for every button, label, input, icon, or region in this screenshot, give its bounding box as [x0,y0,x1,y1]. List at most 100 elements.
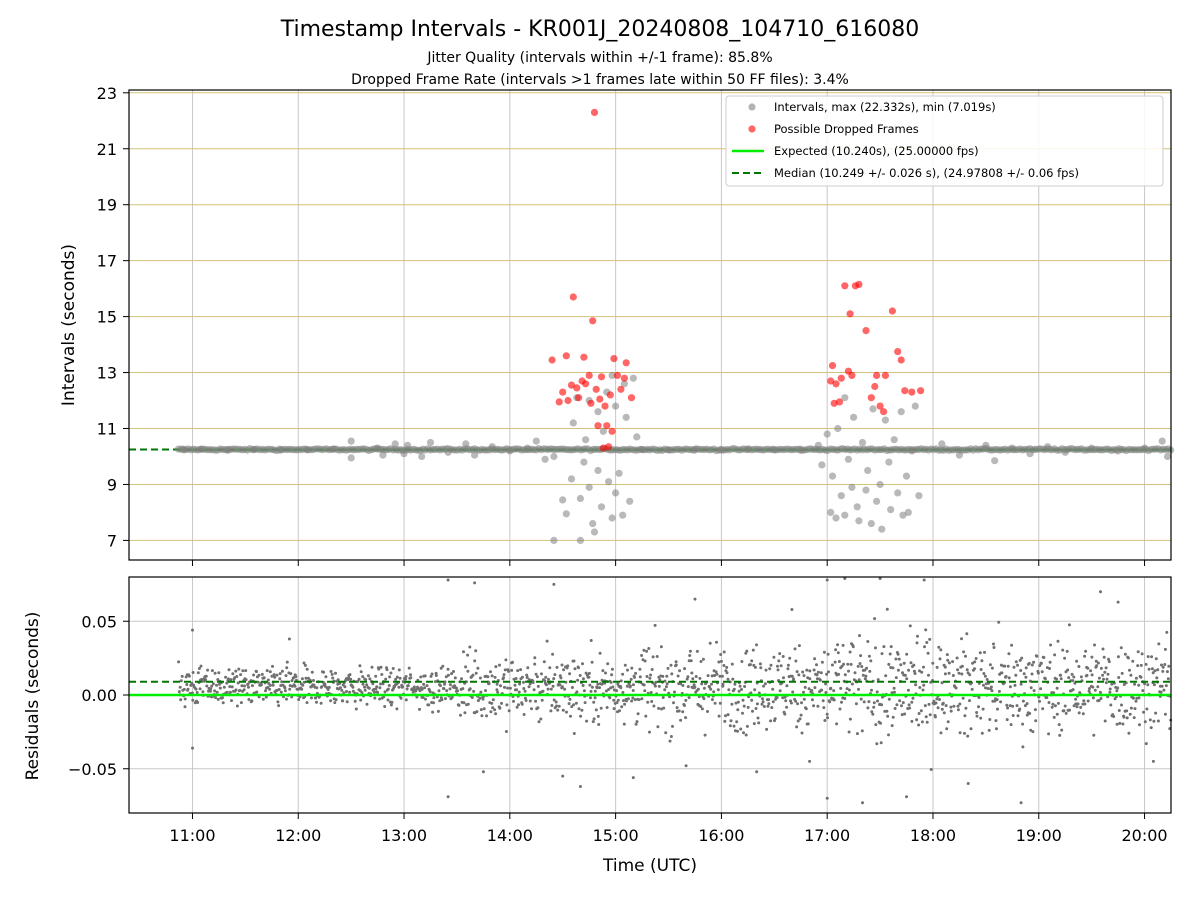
x-tick-label: 14:00 [487,826,533,845]
residual-point [713,674,717,677]
legend: Intervals, max (22.332s), min (7.019s) P… [725,95,1164,187]
residual-point [278,677,282,681]
residual-point [548,666,552,670]
residual-point [561,774,565,778]
residual-point [694,675,698,678]
x-tick-label: 11:00 [169,826,215,845]
residual-point [812,668,816,672]
residual-point [920,720,924,724]
residual-point [928,713,932,717]
residual-point [766,704,770,708]
interval-point [569,419,577,427]
dropped-frame-point [862,327,870,335]
residual-point [879,721,882,725]
residual-point [836,651,840,655]
residual-point [411,690,415,694]
residual-point [250,699,254,703]
residual-point [247,685,250,689]
residual-point [201,690,205,694]
residual-point [910,700,914,704]
residual-point [587,671,591,675]
residual-point [572,703,576,707]
residual-point [368,677,372,681]
residual-point [753,688,757,692]
residual-point [726,677,730,681]
residual-point [913,672,917,675]
residual-point [1151,759,1155,763]
residual-point [935,697,939,701]
residual-point [268,670,272,674]
residual-point [890,691,894,695]
residual-point [1085,673,1089,677]
interval-point [841,394,849,402]
residual-point [285,697,288,701]
residual-point [902,661,906,665]
dropped-frame-point [575,394,583,402]
interval-point [444,448,452,456]
residual-point [394,677,398,681]
residual-point [430,672,434,676]
interval-point [864,466,872,475]
interval-point [915,492,923,500]
residual-point [945,653,949,657]
dropped-frame-point [569,293,577,301]
residual-point [670,672,674,676]
residual-point [618,709,621,713]
residual-point [1078,691,1082,695]
residual-point [433,680,437,684]
residual-point [892,690,896,694]
residual-point [1122,715,1126,719]
residual-point [797,644,801,648]
residual-point [226,677,230,681]
residual-point [664,685,668,689]
residual-point [876,699,879,703]
residual-point [234,669,238,673]
interval-point [629,374,637,382]
residual-point [395,675,399,679]
residual-point [808,759,812,763]
residual-point [955,656,959,660]
residual-point [777,659,781,663]
interval-point [400,450,408,458]
residual-point [982,672,986,675]
residual-point [474,671,478,675]
residual-point [498,706,502,710]
residual-point [794,699,798,703]
residual-point [177,660,181,664]
residual-point [404,677,408,681]
residual-point [528,682,532,686]
dropped-frame-point [596,395,604,403]
residual-point [237,667,241,671]
residual-point [466,653,470,657]
residual-point [997,620,1001,624]
x-tick-label: 18:00 [910,826,956,845]
residual-point [630,666,634,670]
dropped-frame-point [917,387,925,395]
dropped-frame-point [894,348,902,356]
residual-point [546,687,550,691]
residual-point [669,663,673,667]
residual-point [515,688,519,692]
residual-point [741,711,744,715]
residual-point [854,702,858,706]
intervals-y-tick-label: 7 [107,531,117,550]
residual-point [376,691,380,694]
residual-point [717,714,721,718]
residual-point [1071,679,1075,683]
residual-point [278,672,282,676]
dropped-frame-point [888,307,897,315]
residual-point [1105,677,1109,681]
residual-point [662,706,666,710]
residual-point [535,675,539,679]
residual-point [897,657,901,661]
interval-point [887,506,895,514]
residual-point [924,715,928,719]
residual-point [751,648,755,652]
residual-point [285,660,289,664]
residual-point [1018,707,1022,711]
residual-point [1103,670,1107,674]
residual-point [775,696,779,699]
residual-point [233,676,237,680]
residual-point [684,716,688,720]
residual-point [374,687,378,691]
